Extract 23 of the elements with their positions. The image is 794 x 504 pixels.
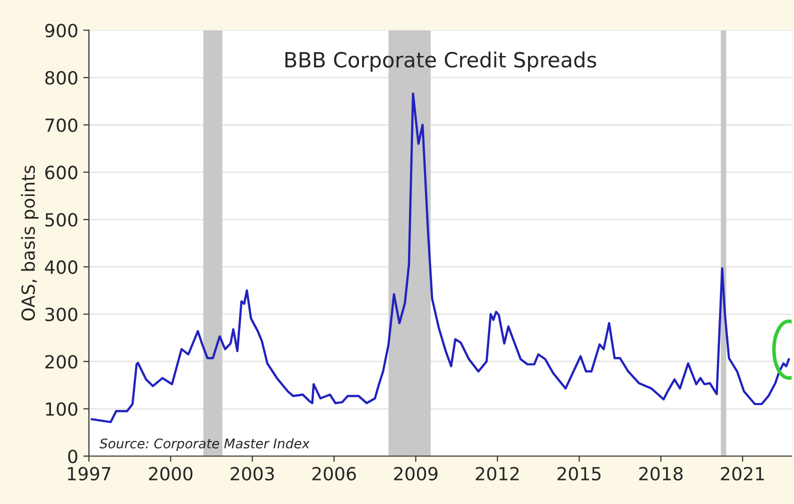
annotation: Source: Corporate Master Index [100, 438, 310, 452]
x-tick-label: 2003 [230, 466, 274, 481]
y-tick-label: 800 [45, 71, 78, 85]
x-tick-label: 2015 [558, 466, 601, 481]
y-tick-label: 600 [45, 166, 78, 180]
x-tick-label: 2012 [476, 466, 519, 481]
y-axis-title: OAS, basis points [21, 166, 38, 321]
y-tick-label: 300 [45, 308, 78, 322]
y-tick-label: 200 [45, 354, 78, 369]
y-tick-label: 100 [46, 402, 78, 416]
y-tick-label: 0 [68, 450, 78, 464]
x-tick-label: 1997 [68, 466, 110, 481]
x-tick-label: 2021 [720, 466, 764, 481]
y-tick-label: 400 [44, 260, 78, 274]
y-tick-label: 700 [46, 118, 78, 132]
line-series [90, 92, 790, 424]
x-tick-label: 2000 [148, 466, 192, 481]
y-tick-label: 500 [45, 212, 78, 227]
x-tick-label: 2006 [312, 466, 356, 481]
x-tick-label: 2009 [394, 466, 438, 481]
text: BBB Corporate Credit Spreads [285, 52, 596, 72]
x-tick-label: 2018 [639, 466, 683, 481]
y-tick-label: 900 [45, 24, 78, 38]
